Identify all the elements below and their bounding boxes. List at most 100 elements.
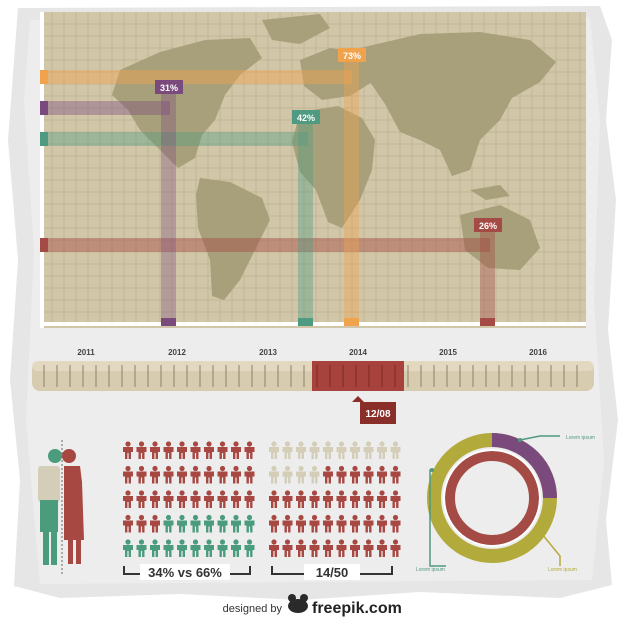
highlight-bands [40,60,495,320]
pictogram-a-person [163,441,174,459]
pictogram-a-person [163,490,174,508]
pictogram-b-person [296,539,306,557]
pictogram-a-person [244,539,255,557]
pictogram-34-vs-66 [123,441,255,557]
pictogram-b-person [282,514,293,533]
svg-text:42%: 42% [297,113,315,123]
pictogram-b-person [363,490,374,508]
pictogram-a-person [136,441,147,459]
pictogram-b-person [363,465,374,484]
pictogram-b-person [390,441,401,459]
pictogram-a-person [204,539,214,557]
pictogram-b-person [350,490,360,508]
pictogram-a-person [150,441,160,459]
pictogram-b-person [282,441,293,459]
pictogram-b-person [309,514,320,533]
designed-by-label: designed by [223,603,283,615]
pictogram-b-person [377,539,387,557]
pictogram-a-person [217,490,228,508]
pictogram-a-person [177,465,187,484]
axis-marker-orange [40,70,48,84]
pictogram-a-person [190,490,201,508]
pictogram-b-person [390,514,401,533]
pictogram-a-person [217,441,228,459]
pictogram-a-person [231,441,241,459]
pictogram-a-person [123,539,133,557]
pictogram-b-person [323,539,333,557]
map-panel: 31% 73% 42% 26% [40,12,586,328]
pictogram-a-person [231,539,241,557]
brand-label: freepik.com [312,600,402,617]
axis-marker-purple [40,101,48,115]
pictogram-b-person [336,514,347,533]
pictogram-b-person [377,514,387,533]
percent-label-73: 73% [338,48,366,62]
pictogram-b-person [363,539,374,557]
pictogram-a-person [217,514,228,533]
pictogram-a-person [163,514,174,533]
svg-text:31%: 31% [160,83,178,93]
pictogram-b-person [377,441,387,459]
pictogram-b-person [323,465,333,484]
percent-label-26: 26% [474,218,502,232]
pictogram-b-person [323,441,333,459]
percent-label-31: 31% [155,80,183,94]
pictogram-a-person [136,514,147,533]
year-2013: 2013 [259,348,277,357]
pictogram-a-person [231,490,241,508]
pictogram-a-person [136,465,147,484]
map-axis-left [40,12,48,328]
pictogram-b-person [269,514,279,533]
pictogram-a-person [190,539,201,557]
pictogram-b-person [390,465,401,484]
pictogram-a-person [204,490,214,508]
pictogram-a-person [204,441,214,459]
pictogram-a-person [150,539,160,557]
year-2014: 2014 [349,348,367,357]
pictogram-a-person [217,539,228,557]
year-2015: 2015 [439,348,457,357]
timeline-callout [360,402,396,424]
pictogram-a-person [136,539,147,557]
ring-annotation-3: Lorem ipsum [548,567,577,573]
freepik-logo-icon [288,594,308,613]
pictogram-a-person [190,441,201,459]
pictogram-a-person [177,539,187,557]
pictogram-b-person [296,514,306,533]
timeline: 2011 2012 2013 2014 2015 2016 12/08 [32,348,594,424]
pictogram-b-person [390,490,401,508]
percent-label-42: 42% [292,110,320,124]
pictogram-b-person [309,490,320,508]
axis-marker-teal [40,132,48,146]
pictogram-a-person [150,514,160,533]
pictogram-b-person [282,465,293,484]
pictogram-a-person [150,465,160,484]
timeline-callout-label: 12/08 [365,409,390,420]
pictogram-b-person [336,490,347,508]
pictogram-b-person [269,539,279,557]
pictogram-b-person [350,514,360,533]
pictogram-b-person [309,465,320,484]
year-2012: 2012 [168,348,186,357]
pictogram-b-person [269,465,279,484]
pictogram-b-person [350,441,360,459]
svg-text:26%: 26% [479,221,497,231]
ring-chart: Lorem ipsum Lorem ipsum Lorem ipsum [416,433,595,573]
map-axis-bottom [40,318,586,326]
pictogram-b-person [282,490,293,508]
credit: designed by freepik.com [223,594,402,617]
pictogram-b-person [377,465,387,484]
pictogram-a-person [123,514,133,533]
bracket-34-vs-66: 34% vs 66% [123,564,251,580]
pictogram-a-person [204,465,214,484]
pictogram-b-person [296,465,306,484]
pictogram-b-person [269,490,279,508]
year-2011: 2011 [77,348,95,357]
pictogram-b-person [309,441,320,459]
pictogram-a-person [123,465,133,484]
pictogram-a-person [244,441,255,459]
pictogram-a-person [190,514,201,533]
pictogram-b-person [296,441,306,459]
